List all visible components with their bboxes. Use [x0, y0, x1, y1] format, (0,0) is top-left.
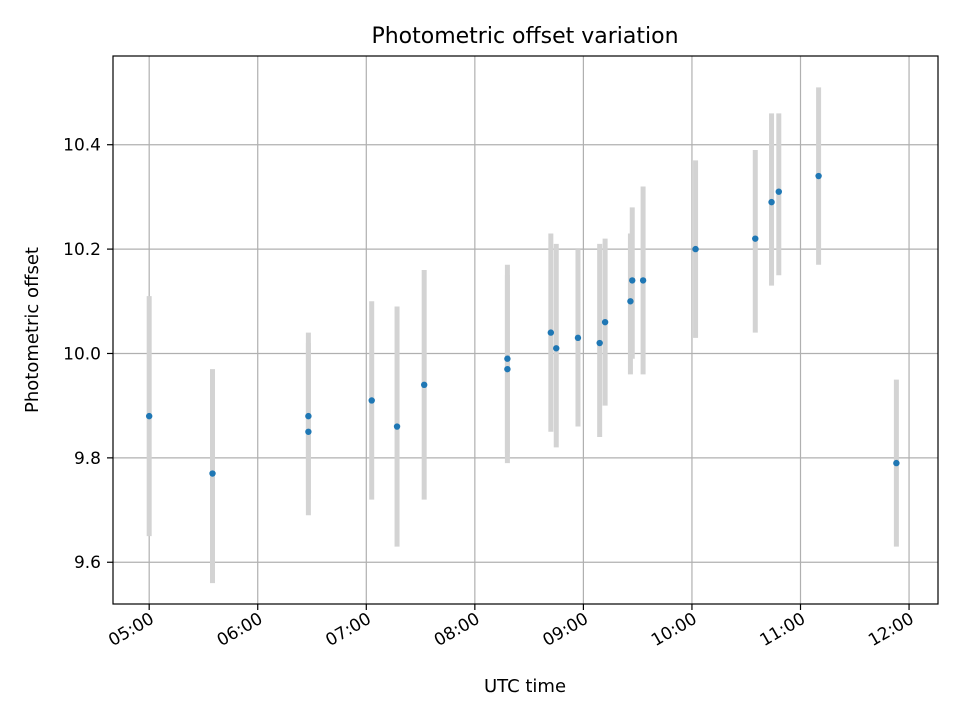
data-point — [574, 334, 582, 342]
data-point — [553, 345, 560, 352]
data-point — [305, 428, 312, 435]
data-point — [629, 277, 636, 284]
data-point — [393, 423, 401, 430]
data-point — [368, 397, 375, 404]
data-point — [547, 329, 555, 336]
data-point — [305, 412, 312, 420]
data-point — [775, 188, 782, 195]
data-point — [627, 298, 634, 305]
data-point — [752, 235, 759, 242]
data-points — [145, 172, 900, 477]
data-point — [596, 339, 603, 347]
data-point — [145, 412, 153, 420]
y-tick-label: 10.0 — [63, 344, 101, 364]
y-tick-label: 10.2 — [63, 240, 101, 260]
data-point — [893, 459, 900, 467]
data-point — [639, 277, 647, 284]
y-tick-label: 9.8 — [74, 449, 101, 469]
chart-title: Photometric offset variation — [371, 24, 678, 49]
y-axis-label: Photometric offset — [22, 247, 43, 413]
data-point — [601, 318, 609, 326]
y-tick-label: 9.6 — [74, 553, 101, 573]
data-point — [815, 172, 822, 180]
grid — [113, 56, 938, 604]
data-point — [504, 365, 511, 373]
data-point — [504, 355, 511, 362]
data-point — [420, 381, 428, 388]
plot-frame — [112, 55, 939, 605]
data-point — [209, 470, 216, 477]
data-point — [692, 245, 699, 253]
x-axis-label: UTC time — [484, 676, 566, 697]
data-point — [768, 198, 775, 206]
y-tick-label: 10.4 — [63, 136, 101, 156]
